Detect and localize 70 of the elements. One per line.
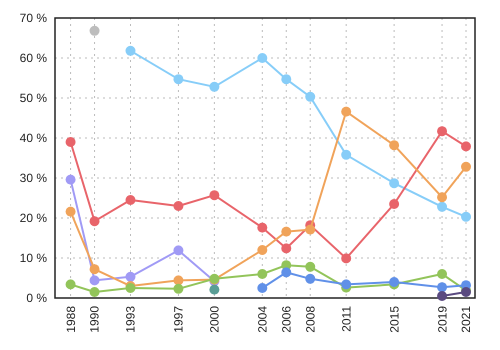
point	[305, 262, 316, 272]
y-tick-label: 20 %	[20, 211, 48, 226]
point	[389, 140, 400, 150]
point	[281, 74, 292, 84]
y-tick-label: 0 %	[26, 291, 48, 306]
x-tick-label: 2015	[387, 306, 402, 333]
point	[305, 274, 316, 284]
point	[281, 267, 292, 278]
point	[173, 201, 184, 211]
point	[341, 150, 352, 160]
x-tick-label: 1988	[64, 306, 78, 333]
point	[173, 275, 184, 286]
point	[90, 216, 100, 226]
x-tick-label: 2000	[208, 306, 222, 333]
point	[173, 74, 184, 84]
point	[90, 264, 100, 274]
y-tick-label: 10 %	[20, 251, 48, 266]
point	[437, 192, 448, 202]
point	[257, 222, 268, 233]
point	[437, 126, 448, 136]
point	[173, 284, 184, 294]
y-tick-label: 40 %	[20, 131, 48, 146]
point	[173, 245, 184, 256]
point	[125, 195, 136, 205]
x-tick-label: 1993	[124, 306, 138, 333]
point	[389, 178, 400, 188]
point	[389, 277, 400, 287]
point	[125, 46, 136, 56]
point	[257, 269, 268, 279]
x-tick-label: 2011	[339, 306, 354, 332]
point	[90, 287, 100, 297]
point	[66, 279, 76, 290]
point	[437, 282, 448, 292]
point	[389, 199, 400, 209]
point	[461, 162, 472, 172]
y-tick-label: 60 %	[20, 51, 48, 66]
point	[66, 137, 76, 147]
y-tick-label: 50 %	[20, 91, 48, 106]
point	[281, 243, 292, 254]
point	[281, 226, 292, 237]
y-tick-label: 30 %	[20, 171, 48, 186]
point	[66, 206, 76, 217]
point	[461, 141, 472, 152]
x-tick-label: 1997	[172, 306, 186, 333]
x-tick-label: 2008	[303, 306, 318, 333]
point	[125, 272, 136, 282]
x-tick-label: 2019	[435, 306, 450, 333]
point	[257, 245, 268, 255]
x-tick-label: 2021	[459, 306, 474, 333]
y-tick-label: 70 %	[20, 11, 48, 26]
point	[209, 190, 220, 200]
point	[437, 291, 448, 301]
point	[437, 269, 448, 279]
point	[341, 106, 352, 117]
x-tick-label: 1990	[88, 306, 102, 333]
point	[90, 26, 100, 36]
point	[341, 253, 352, 264]
x-tick-label: 2004	[256, 306, 270, 333]
point	[305, 92, 316, 102]
x-tick-label: 2006	[279, 306, 294, 333]
point	[257, 283, 268, 293]
point	[341, 279, 352, 290]
point	[437, 202, 448, 212]
point	[209, 284, 220, 295]
point	[461, 212, 472, 222]
point	[305, 224, 316, 235]
point	[90, 275, 100, 286]
point	[66, 174, 76, 185]
point	[209, 82, 220, 92]
point	[257, 53, 268, 63]
